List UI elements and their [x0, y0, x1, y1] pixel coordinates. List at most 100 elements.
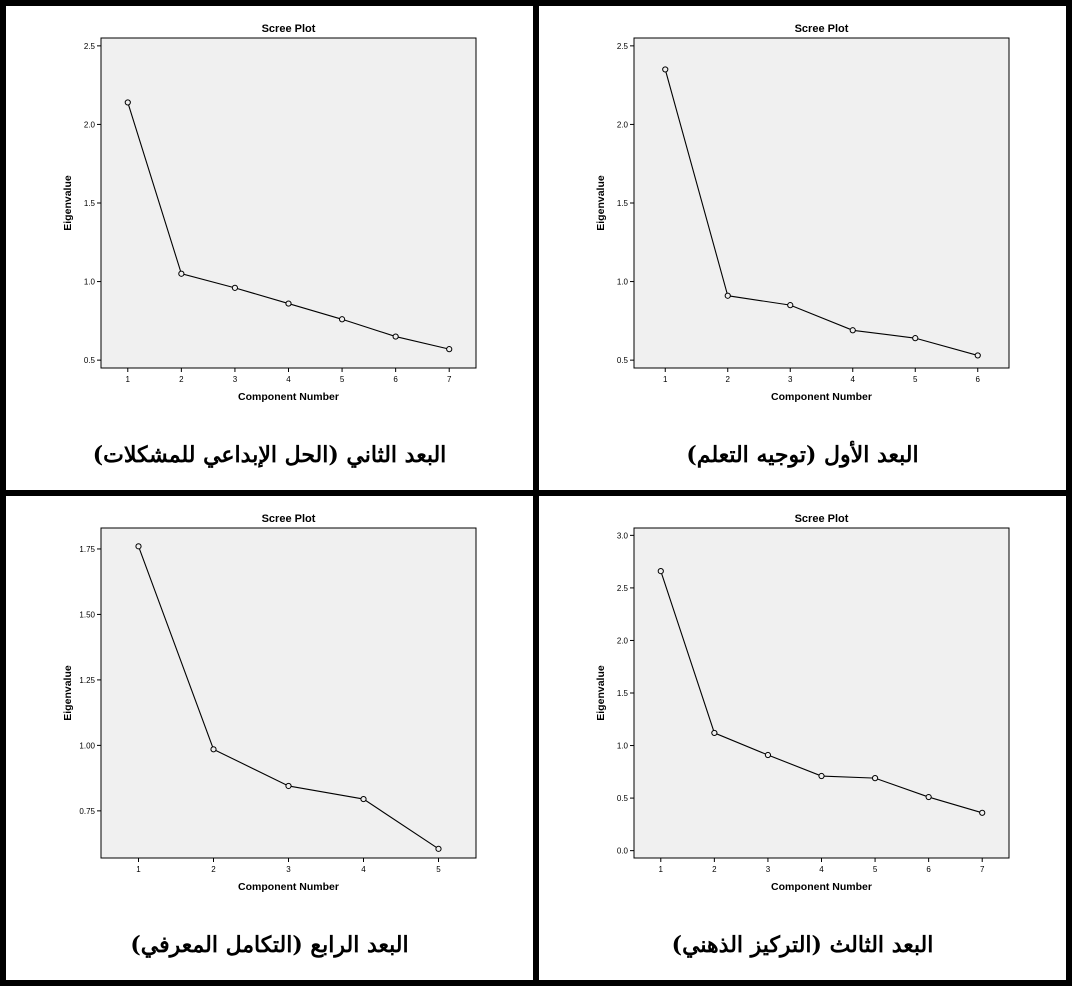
y-tick-label: 0.75 [79, 807, 95, 816]
eigenvalue-point [662, 66, 669, 73]
y-tick-label: 1.25 [79, 676, 95, 685]
eigenvalue-point [849, 327, 856, 334]
panel-third-dimension: Scree Plot 0.0 0.5 1.0 1.5 2.0 2.5 3.0 1 2 3 4 5 6 7 Co… [539, 496, 1066, 980]
x-tick-label: 7 [447, 375, 452, 384]
panel-fourth-dimension: Scree Plot 0.75 1.00 1.25 1.50 1.75 1 2 3 4 5 Compo… [6, 496, 533, 980]
y-axis-label: Eigenvalue [62, 665, 74, 721]
x-axis-label: Component Number [771, 391, 872, 403]
x-tick-label: 3 [286, 865, 291, 874]
eigenvalue-point [818, 772, 825, 780]
eigenvalue-point [285, 300, 292, 307]
eigenvalue-point [925, 793, 932, 801]
y-tick-label: 1.0 [84, 278, 96, 287]
x-axis-label: Component Number [238, 391, 339, 403]
y-tick-label: 2.5 [617, 584, 629, 593]
eigenvalue-point [912, 335, 919, 342]
eigenvalue-point [871, 775, 879, 782]
eigenvalue-point [724, 292, 731, 299]
x-tick-label: 2 [179, 375, 184, 384]
x-tick-label: 7 [980, 865, 985, 874]
eigenvalue-point [285, 782, 292, 790]
y-tick-label: 2.0 [617, 120, 629, 129]
x-axis-label: Component Number [771, 881, 872, 893]
y-axis-label: Eigenvalue [595, 665, 607, 721]
scree-plot-first-dimension: Scree Plot 0.5 1.0 1.5 2.0 2.5 1 2 3 4 5 6 Component… [595, 23, 1010, 403]
eigenvalue-point [764, 751, 772, 759]
x-tick-label: 6 [393, 375, 398, 384]
caption-fourth-dimension: البعد الرابع (التكامل المعرفي) [130, 932, 409, 958]
y-axis-label: Eigenvalue [62, 175, 74, 231]
x-tick-label: 2 [726, 375, 731, 384]
plot-area [100, 37, 477, 369]
eigenvalue-point [392, 333, 399, 340]
eigenvalue-point [446, 346, 453, 353]
plot-area [100, 527, 477, 859]
plot-title: Scree Plot [262, 513, 316, 525]
plot-title: Scree Plot [795, 23, 849, 35]
eigenvalue-point [178, 270, 185, 277]
y-axis-label: Eigenvalue [595, 175, 607, 231]
y-tick-label: 1.5 [84, 199, 96, 208]
eigenvalue-point [979, 809, 986, 816]
y-tick-label: 1.75 [79, 545, 95, 554]
x-tick-label: 1 [136, 865, 141, 874]
eigenvalue-point [787, 302, 794, 309]
eigenvalue-point [210, 746, 217, 753]
y-tick-label: 3.0 [617, 531, 629, 540]
x-tick-label: 6 [976, 375, 981, 384]
y-tick-label: 0.5 [617, 356, 629, 365]
x-tick-label: 5 [436, 865, 441, 874]
x-tick-label: 4 [851, 375, 856, 384]
x-tick-label: 5 [913, 375, 918, 384]
eigenvalue-point [657, 567, 664, 575]
eigenvalue-line [664, 69, 978, 356]
x-tick-label: 1 [126, 375, 131, 384]
y-tick-label: 2.0 [84, 120, 96, 129]
x-tick-label: 5 [873, 865, 878, 874]
y-tick-label: 2.0 [617, 636, 629, 645]
eigenvalue-point [124, 99, 131, 106]
x-axis-label: Component Number [238, 881, 339, 893]
panel-second-dimension: Scree Plot 0.5 1.0 1.5 2.0 2.5 1 2 3 4 5 6 7 Componen… [6, 6, 533, 490]
y-tick-label: 1.0 [617, 742, 629, 751]
x-tick-label: 3 [766, 865, 771, 874]
eigenvalue-point [231, 284, 239, 291]
eigenvalue-point [435, 845, 442, 852]
plot-area [633, 37, 1010, 369]
y-tick-label: 2.5 [617, 42, 629, 51]
panel-first-dimension: Scree Plot 0.5 1.0 1.5 2.0 2.5 1 2 3 4 5 6 Component… [539, 6, 1066, 490]
y-tick-label: 0.5 [84, 356, 96, 365]
plot-title: Scree Plot [262, 23, 316, 35]
eigenvalue-point [338, 316, 346, 323]
x-tick-label: 4 [361, 865, 366, 874]
caption-first-dimension: البعد الأول (توجيه التعلم) [686, 442, 919, 468]
y-tick-label: 1.50 [79, 610, 95, 619]
y-tick-label: 0.0 [617, 847, 629, 856]
caption-third-dimension: البعد الثالث (التركيز الذهني) [671, 932, 934, 958]
y-tick-label: 1.5 [617, 689, 629, 698]
x-tick-label: 5 [340, 375, 345, 384]
eigenvalue-point [360, 795, 367, 803]
y-tick-label: 0.5 [617, 794, 629, 803]
x-tick-label: 6 [926, 865, 931, 874]
scree-plot-fourth-dimension: Scree Plot 0.75 1.00 1.25 1.50 1.75 1 2 3 4 5 Compo… [62, 513, 477, 893]
y-tick-label: 1.5 [617, 199, 629, 208]
plot-area [633, 527, 1010, 859]
x-tick-label: 1 [663, 375, 668, 384]
x-tick-label: 1 [659, 865, 664, 874]
scree-plot-third-dimension: Scree Plot 0.0 0.5 1.0 1.5 2.0 2.5 3.0 1 2 3 4 5 6 7 Co… [595, 513, 1010, 893]
plot-title: Scree Plot [795, 513, 849, 525]
x-tick-label: 3 [233, 375, 238, 384]
x-tick-label: 4 [819, 865, 824, 874]
caption-second-dimension: البعد الثاني (الحل الإبداعي للمشكلات) [92, 442, 447, 468]
eigenvalue-point [135, 543, 142, 550]
x-tick-label: 2 [211, 865, 216, 874]
x-tick-label: 2 [712, 865, 717, 874]
y-tick-label: 1.0 [617, 278, 629, 287]
x-tick-label: 3 [788, 375, 793, 384]
x-tick-label: 4 [286, 375, 291, 384]
eigenvalue-point [711, 729, 718, 737]
eigenvalue-point [974, 352, 981, 359]
scree-plot-second-dimension: Scree Plot 0.5 1.0 1.5 2.0 2.5 1 2 3 4 5 6 7 Componen… [62, 23, 477, 403]
